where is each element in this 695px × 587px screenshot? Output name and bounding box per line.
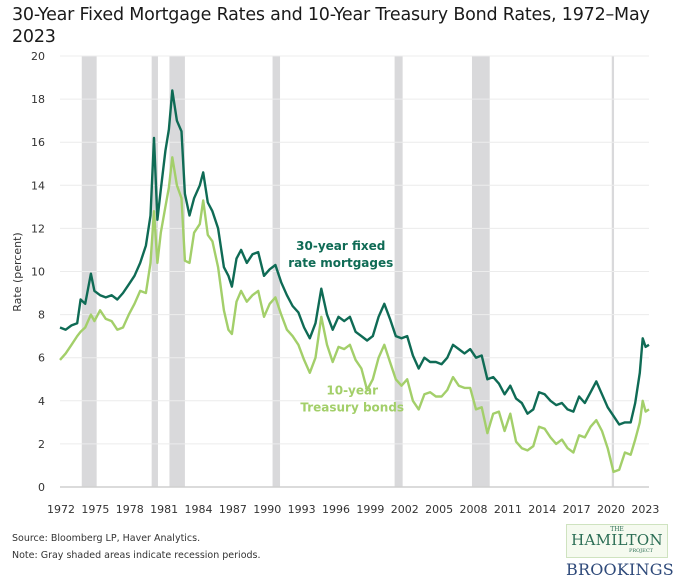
x-tick-label: 2008 — [460, 503, 488, 516]
x-tick-label: 1978 — [116, 503, 144, 516]
y-tick-label: 20 — [31, 50, 45, 63]
logo-the: THE — [610, 526, 624, 533]
brookings-logo: BROOKINGS — [566, 560, 674, 579]
y-tick-label: 16 — [31, 136, 45, 149]
x-tick-label: 1996 — [322, 503, 350, 516]
hamilton-project-logo: THE HAMILTON PROJECT — [566, 524, 668, 558]
x-tick-label: 2005 — [425, 503, 453, 516]
mortgage-rate-line — [59, 89, 650, 426]
y-tick-label: 12 — [31, 222, 45, 235]
y-tick-label: 4 — [38, 395, 45, 408]
y-tick-label: 14 — [31, 179, 45, 192]
x-tick-label: 1975 — [81, 503, 109, 516]
y-tick-labels: 0 2 4 6 8 10 12 14 16 18 20 — [31, 50, 45, 494]
x-tick-label: 2002 — [391, 503, 419, 516]
y-tick-label: 2 — [38, 438, 45, 451]
annotations: 30-year fixed rate mortgages 10-year Treasu… — [288, 239, 404, 414]
x-tick-label: 2020 — [597, 503, 625, 516]
y-axis-label: Rate (percent) — [11, 232, 24, 311]
y-tick-label: 10 — [31, 266, 45, 279]
x-tick-label: 2017 — [563, 503, 591, 516]
mortgage-annotation: 30-year fixed — [296, 239, 385, 253]
x-tick-labels: 1972 1975 1978 1981 1984 1987 1990 1993 1996 1999… — [47, 503, 659, 516]
x-tick-label: 1981 — [150, 503, 178, 516]
x-tick-label: 2011 — [494, 503, 522, 516]
logo-hamilton: HAMILTON — [571, 531, 663, 549]
x-tick-label: 1984 — [185, 503, 213, 516]
x-tick-label: 1972 — [47, 503, 75, 516]
x-tick-label: 1993 — [288, 503, 316, 516]
treasury-rate-line — [59, 156, 650, 474]
treasury-annotation: 10-year — [326, 383, 378, 397]
chart-title: 30-Year Fixed Mortgage Rates and 10-Year… — [12, 5, 650, 47]
logo-project: PROJECT — [628, 548, 653, 554]
y-tick-label: 18 — [31, 93, 45, 106]
recession-note: Note: Gray shaded areas indicate recessi… — [12, 550, 261, 561]
x-tick-label: 2014 — [528, 503, 556, 516]
x-tick-label: 1999 — [356, 503, 384, 516]
x-tick-label: 1990 — [253, 503, 281, 516]
treasury-annotation: Treasury bonds — [300, 400, 404, 414]
series-lines — [59, 89, 650, 474]
source-note: Source: Bloomberg LP, Haver Analytics. — [12, 533, 201, 544]
y-tick-label: 0 — [38, 481, 45, 494]
mortgage-annotation: rate mortgages — [288, 256, 393, 270]
y-tick-label: 8 — [38, 309, 45, 322]
y-tick-label: 6 — [38, 352, 45, 365]
x-tick-label: 2023 — [631, 503, 659, 516]
x-tick-label: 1987 — [219, 503, 247, 516]
